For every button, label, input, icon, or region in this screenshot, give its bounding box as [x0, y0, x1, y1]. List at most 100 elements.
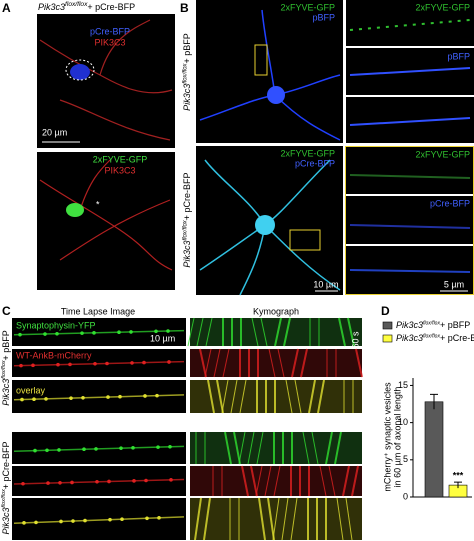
punctum [105, 361, 109, 366]
trace [334, 431, 342, 465]
trace [239, 379, 247, 414]
punctum [94, 447, 98, 451]
trace [205, 317, 213, 347]
allele: flox/flox [1, 489, 7, 508]
trace [308, 379, 316, 414]
panel-label: B [180, 1, 189, 15]
trace [196, 317, 204, 347]
trace [222, 348, 230, 378]
allele: flox/flox [423, 321, 440, 327]
trace [347, 317, 355, 347]
signal [349, 19, 471, 31]
legend-entry: Pik3c3flox/flox+ pCre-BFP [396, 333, 474, 343]
trace [328, 465, 336, 497]
channel: 2xFYVE-GFP [280, 2, 335, 12]
gene: Pik3c3 [182, 241, 192, 268]
trace [274, 317, 282, 347]
punctum [22, 521, 26, 525]
punctum [119, 446, 123, 450]
punctum [71, 519, 75, 523]
trace [247, 431, 255, 465]
construct: + pCre-BFP [1, 441, 11, 489]
scale-label: 60 s [350, 331, 360, 349]
allele: flox/flox [1, 360, 7, 379]
genotype-label: Pik3c3flox/flox+ pCre-BFP [1, 441, 11, 534]
column-title: Time Lapse Image [61, 306, 135, 316]
channel: overlay [16, 385, 46, 395]
trace [300, 348, 308, 378]
gene: Pik3c3 [1, 508, 11, 535]
genotype-label: Pik3c3flox/flox+ pCre-BFP [38, 1, 135, 12]
trace [311, 431, 319, 465]
construct: + pBFP [182, 33, 192, 63]
trace [355, 348, 363, 378]
punctum [106, 395, 110, 399]
punctum [143, 394, 147, 398]
signal [349, 174, 471, 179]
y-axis-label: in 60 µm of axonal length [392, 387, 402, 488]
marker: * [96, 199, 100, 209]
panel-label: C [2, 304, 11, 318]
trace [338, 317, 346, 347]
punctum [43, 332, 47, 336]
trace [290, 497, 298, 541]
punctum [117, 330, 121, 335]
punctum [130, 361, 134, 365]
punctum [93, 361, 97, 366]
punctum [95, 480, 99, 484]
panel-label: A [2, 1, 11, 15]
punctum [154, 329, 158, 334]
punctum [167, 360, 171, 364]
construct: + pCre-BFP [182, 172, 192, 220]
punctum [166, 329, 170, 333]
scale-label: 5 µm [444, 279, 464, 289]
punctum [31, 363, 35, 368]
signal [349, 67, 471, 76]
punctum [68, 362, 72, 367]
trace [241, 465, 249, 497]
cell-body [70, 64, 90, 80]
significance: *** [453, 471, 464, 481]
gene: Pik3c3 [396, 333, 423, 343]
trace [342, 465, 350, 497]
trace [345, 497, 353, 541]
trace [264, 465, 272, 497]
panel-label: D [381, 304, 390, 318]
scale-label: 10 µm [150, 333, 175, 343]
axon [13, 516, 185, 524]
bar [424, 401, 444, 498]
trace [216, 379, 224, 414]
scale-label: 20 µm [42, 127, 67, 137]
trace [251, 317, 259, 347]
punctum [44, 397, 48, 401]
channel: 2xFYVE-GFP [415, 149, 470, 159]
signal [349, 224, 471, 229]
punctum [129, 330, 133, 334]
channel: PIK3C3 [104, 165, 135, 175]
trace [325, 431, 333, 465]
trace [281, 497, 289, 541]
channel: 2xFYVE-GFP [93, 154, 148, 164]
channel: 2xFYVE-GFP [280, 148, 335, 158]
punctum [57, 448, 61, 452]
genotype-label: Pik3c3flox/flox+ pCre-BFP [182, 172, 192, 267]
legend-entry: Pik3c3flox/flox+ pBFP [396, 320, 470, 330]
trace [351, 465, 359, 497]
trace [199, 348, 207, 378]
axon [13, 478, 185, 485]
trace [336, 497, 344, 541]
punctum [18, 332, 22, 337]
punctum [45, 448, 49, 453]
punctum [81, 395, 85, 400]
y-axis-label: mCherry⁺ synaptic vesicles [382, 382, 392, 492]
roi [289, 229, 321, 251]
channel: PIK3C3 [94, 37, 125, 47]
trace [258, 497, 266, 541]
punctum [155, 393, 159, 398]
trace [260, 317, 268, 347]
punctum [55, 331, 59, 336]
column-title: Kymograph [253, 306, 299, 316]
trace [283, 317, 291, 347]
trace [203, 497, 211, 541]
